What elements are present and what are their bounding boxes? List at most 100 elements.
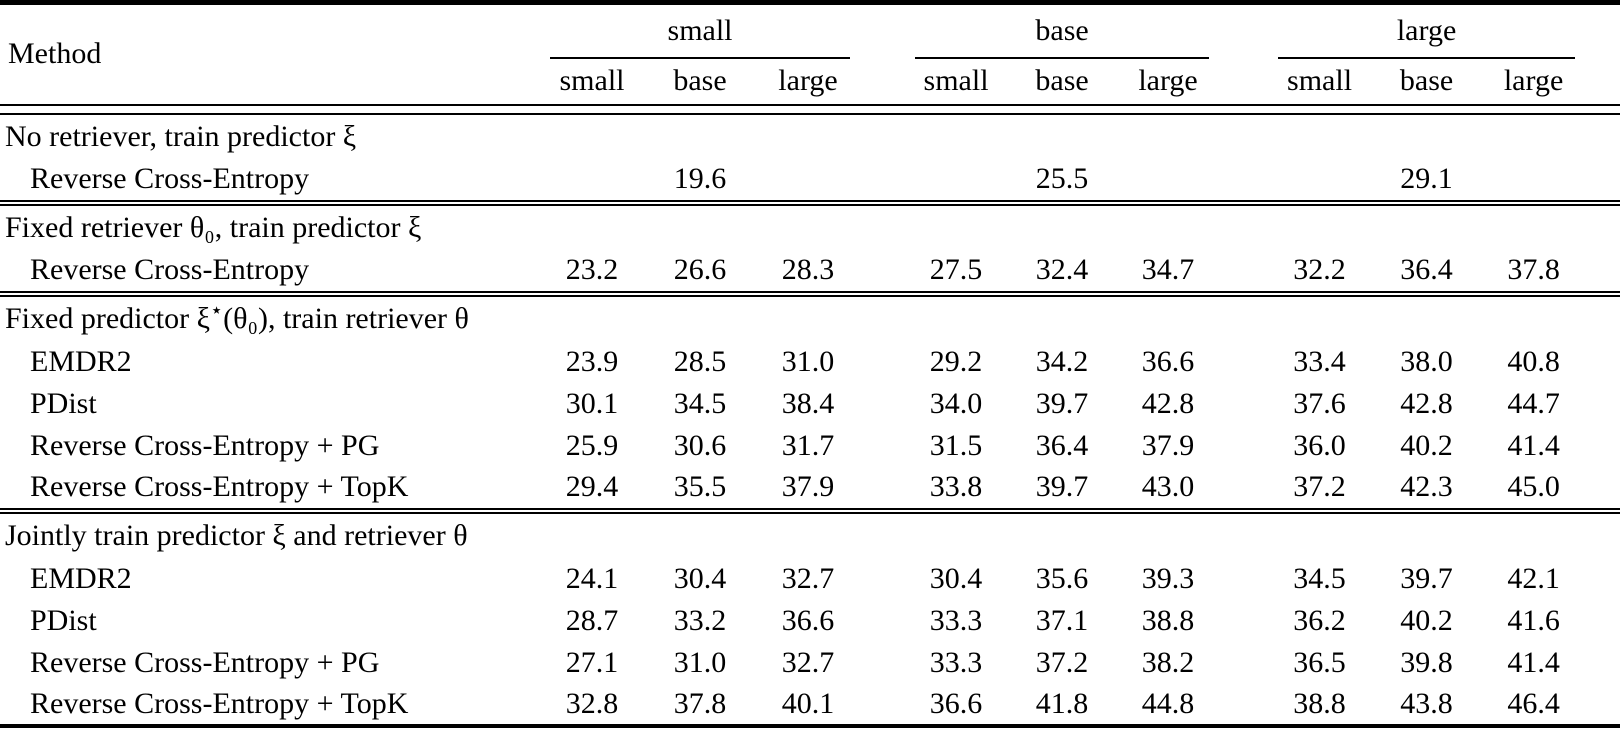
value-cell: 38.2 xyxy=(1141,645,1195,679)
table-row: Reverse Cross-Entropy 19.6 25.5 29.1 xyxy=(0,159,1620,201)
value-cell: 28.7 xyxy=(565,603,619,637)
subcolumn-header-large-small: small xyxy=(1287,64,1353,97)
method-cell: PDist xyxy=(30,603,97,637)
value-cell: 42.3 xyxy=(1400,470,1453,503)
value-cell: 41.4 xyxy=(1507,428,1560,462)
header-double-rule xyxy=(0,103,1620,115)
value-cell: 33.3 xyxy=(929,645,983,679)
group-gap xyxy=(1221,600,1266,642)
value-cell: 43.8 xyxy=(1400,686,1453,720)
subcolumn-header-large-large: large xyxy=(1503,64,1564,97)
value-cell: 34.7 xyxy=(1141,253,1195,286)
method-cell: Reverse Cross-Entropy xyxy=(30,162,310,195)
value-cell: 25.9 xyxy=(565,428,619,462)
subcolumn-header-small-base: base xyxy=(673,64,727,97)
results-table: Method small base large small base large… xyxy=(0,0,1620,728)
table-row: PDist 28.7 33.2 36.6 33.3 37.1 38.8 36.2… xyxy=(0,600,1620,642)
group-gap xyxy=(1221,642,1266,684)
method-cell: Reverse Cross-Entropy xyxy=(30,253,310,286)
value-cell: 41.6 xyxy=(1507,603,1560,637)
value-cell: 28.3 xyxy=(781,253,835,286)
value-cell: 40.2 xyxy=(1400,603,1453,637)
group-gap xyxy=(1221,159,1266,201)
group-header-large: large xyxy=(1266,3,1587,59)
subcolumn-header-base-small: small xyxy=(923,64,989,97)
value-cell: 37.1 xyxy=(1035,603,1089,637)
value-cell: 36.4 xyxy=(1400,253,1453,286)
group-gap xyxy=(862,159,903,201)
margin-gap xyxy=(1587,250,1620,292)
value-cell: 44.8 xyxy=(1141,686,1195,720)
section-title: Jointly train predictor ξ and retriever … xyxy=(5,518,468,552)
value-cell: 30.4 xyxy=(929,561,983,595)
value-cell: 39.3 xyxy=(1141,561,1195,595)
value-cell: 30.4 xyxy=(673,561,727,595)
value-cell: 33.4 xyxy=(1293,344,1346,378)
value-cell: 31.0 xyxy=(781,344,835,378)
group-gap xyxy=(862,467,903,509)
method-cell: EMDR2 xyxy=(30,344,132,378)
value-cell: 28.5 xyxy=(673,344,727,378)
group-gap xyxy=(862,3,903,105)
value-cell: 37.2 xyxy=(1035,645,1089,679)
table-row: EMDR2 24.1 30.4 32.7 30.4 35.6 39.3 34.5… xyxy=(0,558,1620,600)
value-cell xyxy=(1115,159,1221,201)
value-cell: 31.5 xyxy=(929,428,983,462)
value-cell: 39.7 xyxy=(1400,561,1453,595)
value-cell: 37.6 xyxy=(1293,386,1346,420)
group-gap xyxy=(1221,425,1266,467)
value-cell: 39.7 xyxy=(1035,470,1089,503)
value-cell: 35.6 xyxy=(1035,561,1089,595)
table-row: Reverse Cross-Entropy 23.2 26.6 28.3 27.… xyxy=(0,250,1620,292)
margin-gap xyxy=(1587,3,1620,105)
value-cell: 36.4 xyxy=(1035,428,1089,462)
section-title-row: No retriever, train predictor ξ xyxy=(0,114,1620,159)
value-cell: 40.2 xyxy=(1400,428,1453,462)
section-title-row: Jointly train predictor ξ and retriever … xyxy=(0,513,1620,558)
section-title: No retriever, train predictor ξ xyxy=(5,119,357,153)
value-cell: 33.3 xyxy=(929,603,983,637)
value-cell: 35.5 xyxy=(673,470,727,503)
value-cell: 42.8 xyxy=(1141,386,1195,420)
value-cell: 37.9 xyxy=(781,470,835,503)
method-column-header: Method xyxy=(8,37,102,71)
group-header-base-label: base xyxy=(915,14,1210,59)
value-cell: 37.2 xyxy=(1293,470,1346,503)
section-title-row: Fixed predictor ξ⋆(θ₀), train retriever … xyxy=(0,296,1620,341)
value-cell: 36.6 xyxy=(1141,344,1195,378)
value-cell: 29.4 xyxy=(565,470,619,503)
group-gap xyxy=(1221,250,1266,292)
value-cell: 38.8 xyxy=(1141,603,1195,637)
value-cell: 32.4 xyxy=(1035,253,1089,286)
value-cell: 44.7 xyxy=(1507,386,1560,420)
margin-gap xyxy=(1587,341,1620,383)
subcolumn-header-base-large: large xyxy=(1138,64,1198,97)
group-gap xyxy=(862,642,903,684)
value-cell: 38.0 xyxy=(1400,344,1453,378)
value-cell: 36.0 xyxy=(1293,428,1346,462)
value-cell: 45.0 xyxy=(1507,470,1560,503)
header-group-row: Method small base large xyxy=(0,3,1620,70)
margin-gap xyxy=(1587,159,1620,201)
subcolumn-header-large-base: base xyxy=(1399,64,1454,97)
group-gap xyxy=(862,341,903,383)
value-cell: 23.9 xyxy=(565,344,619,378)
subcolumn-header-base-base: base xyxy=(1035,64,1089,97)
value-cell: 36.5 xyxy=(1293,645,1346,679)
subcolumn-header-small-small: small xyxy=(559,64,625,97)
group-gap xyxy=(862,600,903,642)
value-cell: 38.8 xyxy=(1293,686,1346,720)
value-cell: 32.7 xyxy=(781,561,835,595)
section-double-rule xyxy=(0,507,1620,514)
table-row: Reverse Cross-Entropy + TopK 32.8 37.8 4… xyxy=(0,684,1620,726)
value-cell: 34.5 xyxy=(1293,561,1346,595)
value-cell: 23.2 xyxy=(565,253,619,286)
group-gap xyxy=(1221,341,1266,383)
value-cell: 30.1 xyxy=(565,386,619,420)
section-title-row: Fixed retriever θ₀, train predictor ξ xyxy=(0,205,1620,250)
value-cell xyxy=(538,159,646,201)
margin-gap xyxy=(1587,425,1620,467)
method-cell: EMDR2 xyxy=(30,561,132,595)
value-cell: 40.1 xyxy=(781,686,835,720)
table-row: PDist 30.1 34.5 38.4 34.0 39.7 42.8 37.6… xyxy=(0,383,1620,425)
